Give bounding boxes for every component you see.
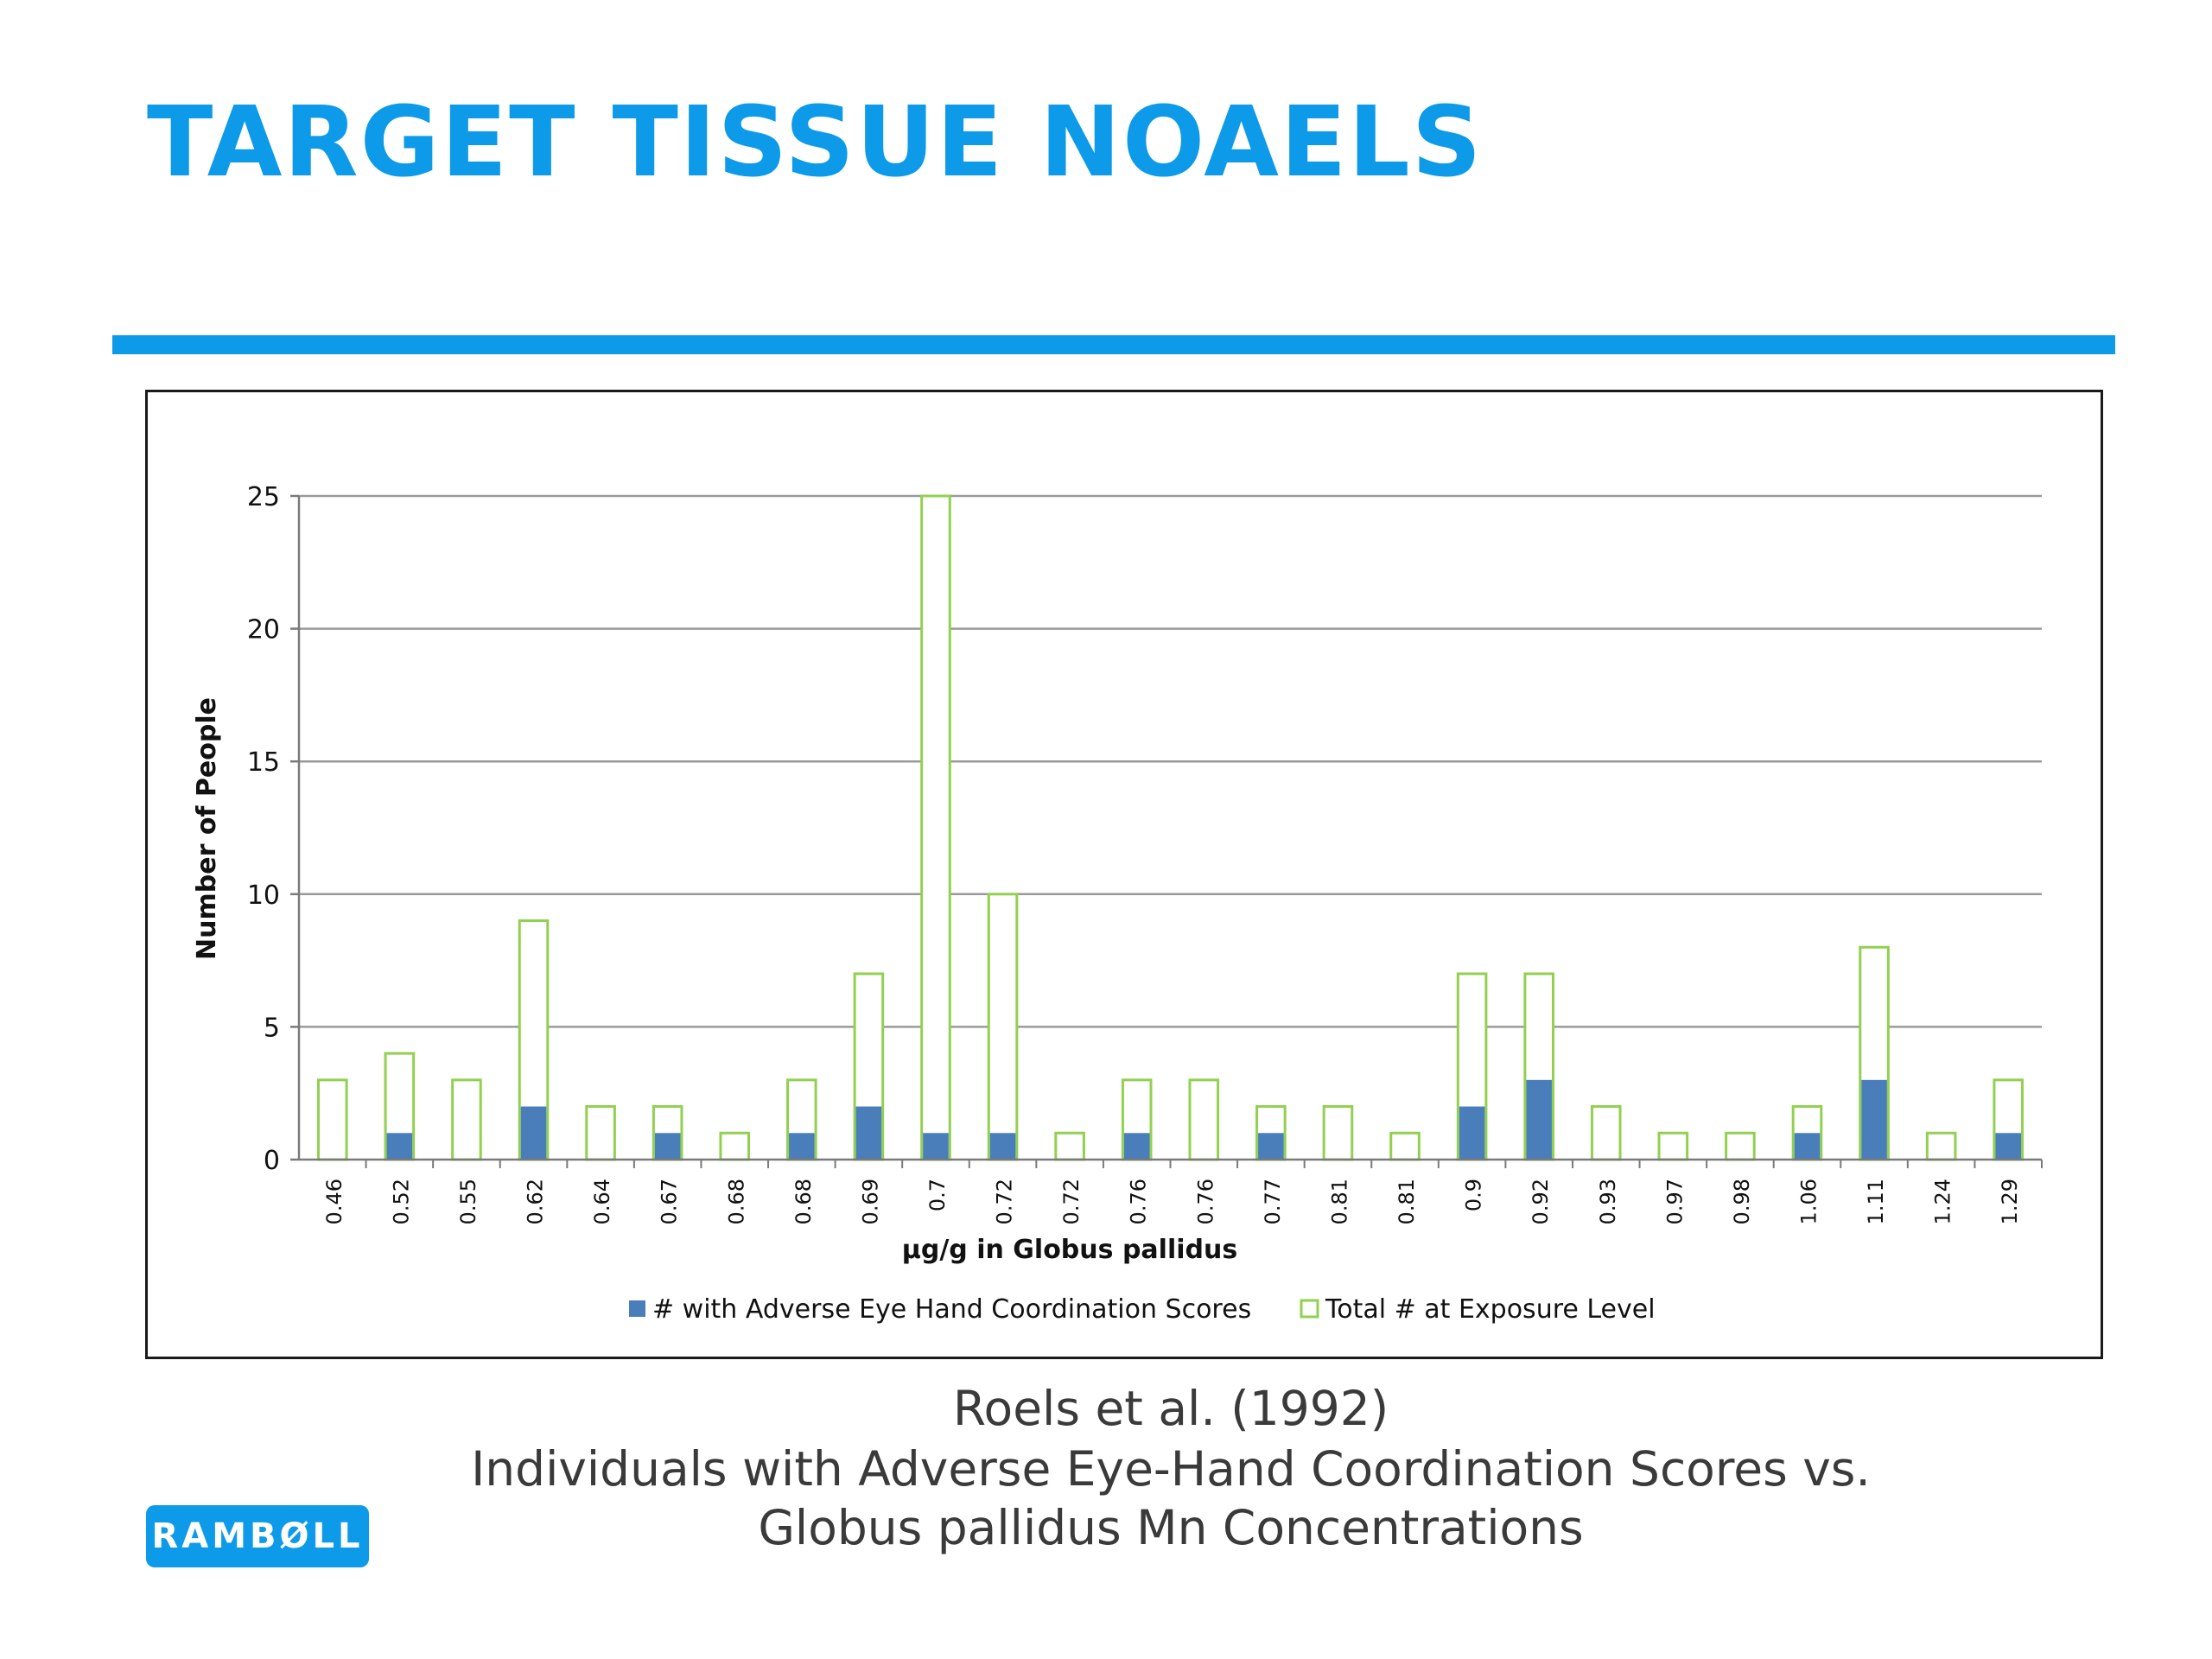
y-tick-label: 25 <box>247 482 280 512</box>
axes: 0 5 10 15 20 25 0.46 0.52 0.55 0.62 0.64 0.67 0.68 0.… <box>247 482 2043 1224</box>
bar-adverse-13 <box>1123 1133 1150 1160</box>
x-tick-label: 0.81 <box>1395 1179 1419 1224</box>
x-tick-label: 0.67 <box>658 1179 682 1224</box>
x-tick-label: 0.92 <box>1529 1179 1553 1224</box>
legend-label-adverse: # with Adverse Eye Hand Coordination Sco… <box>652 1294 1251 1325</box>
title-divider <box>112 335 2115 354</box>
bar-total-14 <box>1188 1078 1220 1161</box>
bar-adverse-4 <box>520 1106 547 1160</box>
grid-lines <box>299 494 2042 1028</box>
x-tick-label: 1.24 <box>1931 1179 1955 1224</box>
x-tick-label: 0.68 <box>791 1179 816 1224</box>
x-tick-label: 0.9 <box>1462 1179 1486 1211</box>
bar-total-12 <box>1054 1131 1085 1161</box>
bars <box>316 494 2024 1161</box>
bar-adverse-10 <box>923 1133 949 1160</box>
y-tick-label: 10 <box>247 880 280 911</box>
bar-adverse-6 <box>654 1133 681 1160</box>
y-tick-label: 0 <box>264 1146 280 1176</box>
bar-adverse-2 <box>386 1133 413 1160</box>
legend-swatch-total <box>1300 1299 1319 1319</box>
x-tick-label: 0.68 <box>724 1179 748 1224</box>
caption-description-line1: Individuals with Adverse Eye-Hand Coordi… <box>471 1441 1871 1497</box>
bar-adverse-23 <box>1794 1133 1821 1160</box>
x-tick-label: 1.29 <box>1998 1179 2022 1224</box>
y-tick-label: 20 <box>247 615 280 645</box>
caption-citation: Roels et al. (1992) <box>952 1381 1389 1436</box>
x-tick-label: 0.72 <box>993 1179 1017 1224</box>
x-tick-label: 0.52 <box>389 1179 413 1224</box>
bar-total-11 <box>987 893 1019 1161</box>
x-tick-label: 0.81 <box>1327 1179 1351 1224</box>
bar-total-25 <box>1925 1131 1957 1161</box>
bar-adverse-26 <box>1995 1133 2022 1160</box>
ramboll-logo: RAMBØLL <box>146 1505 369 1567</box>
y-tick-label: 5 <box>264 1013 280 1043</box>
x-tick-label: 0.77 <box>1261 1179 1285 1224</box>
x-tick-label: 0.93 <box>1596 1179 1620 1224</box>
bar-adverse-8 <box>789 1133 815 1160</box>
y-tick-label: 15 <box>247 747 280 778</box>
bar-adverse-19 <box>1526 1079 1552 1160</box>
bar-total-17 <box>1389 1131 1421 1161</box>
bar-adverse-18 <box>1459 1106 1485 1160</box>
x-tick-label: 0.76 <box>1127 1179 1151 1224</box>
bar-total-10 <box>920 494 951 1161</box>
bar-total-5 <box>585 1105 616 1161</box>
bar-total-1 <box>316 1078 348 1161</box>
bar-total-7 <box>719 1131 751 1161</box>
x-tick-label: 0.76 <box>1193 1179 1217 1224</box>
chart-frame: 0 5 10 15 20 25 0.46 0.52 0.55 0.62 0.64 0.67 0.68 0.… <box>145 390 2103 1359</box>
caption-description-line2: Globus pallidus Mn Concentrations <box>758 1500 1584 1555</box>
x-tick-label: 1.11 <box>1864 1179 1888 1224</box>
bar-total-22 <box>1725 1131 1756 1161</box>
x-tick-label: 0.46 <box>322 1179 346 1224</box>
bar-total-3 <box>451 1078 482 1161</box>
x-tick-label: 0.72 <box>1059 1179 1084 1224</box>
x-tick-label: 0.7 <box>925 1179 950 1211</box>
y-axis-label: Number of People <box>192 697 222 960</box>
x-tick-label: 0.62 <box>524 1179 548 1224</box>
bar-adverse-11 <box>989 1133 1016 1160</box>
bar-adverse-15 <box>1258 1133 1284 1160</box>
x-tick-label: 1.06 <box>1796 1179 1821 1224</box>
legend-label-total: Total # at Exposure Level <box>1325 1294 1656 1325</box>
x-axis-label: µg/g in Globus pallidus <box>902 1235 1237 1265</box>
x-tick-label: 0.98 <box>1730 1179 1754 1224</box>
slide-title: TARGET TISSUE NOAELS <box>147 86 1484 199</box>
bar-total-16 <box>1322 1105 1354 1161</box>
x-tick-label: 0.55 <box>456 1179 480 1224</box>
legend: # with Adverse Eye Hand Coordination Sco… <box>629 1294 1656 1325</box>
bar-total-20 <box>1590 1105 1622 1161</box>
bar-chart: 0 5 10 15 20 25 0.46 0.52 0.55 0.62 0.64 0.67 0.68 0.… <box>192 482 2043 1325</box>
x-tick-label: 0.69 <box>858 1179 882 1224</box>
x-tick-label: 0.64 <box>590 1179 614 1224</box>
legend-swatch-adverse <box>629 1300 645 1317</box>
bar-adverse-24 <box>1861 1079 1887 1160</box>
bar-total-21 <box>1657 1131 1689 1161</box>
x-tick-label: 0.97 <box>1662 1179 1687 1224</box>
bar-adverse-9 <box>855 1106 882 1160</box>
